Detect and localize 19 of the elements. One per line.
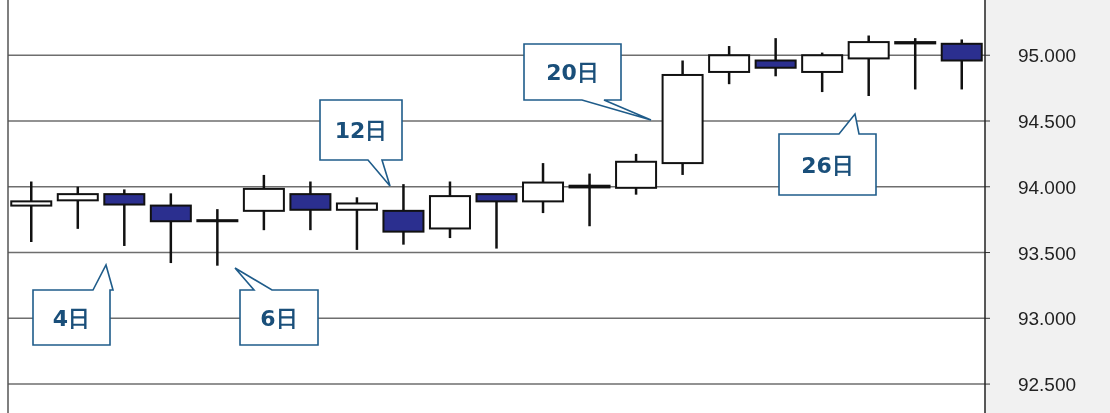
candlestick — [754, 36, 797, 78]
candlestick — [196, 207, 239, 267]
candlestick — [10, 180, 53, 244]
candlestick — [103, 188, 146, 248]
candlestick — [56, 185, 99, 231]
annotation: 26日 — [801, 152, 854, 178]
candlestick — [335, 196, 378, 252]
y-tick-label: 93.500 — [1017, 242, 1077, 264]
y-tick-label: 94.500 — [1017, 111, 1077, 133]
annotation: 12日 — [334, 118, 388, 143]
y-tick-label: 93.000 — [1017, 308, 1077, 330]
annotation: 6日 — [260, 305, 298, 331]
candlestick — [894, 36, 937, 91]
y-tick-label: 94.000 — [1017, 176, 1077, 198]
y-tick-label: 95.000 — [1017, 45, 1077, 67]
candlestick — [475, 192, 518, 250]
y-tick-label: 92.500 — [1017, 374, 1077, 396]
annotation: 4日 — [52, 305, 91, 331]
annotation: 20日 — [546, 60, 599, 85]
